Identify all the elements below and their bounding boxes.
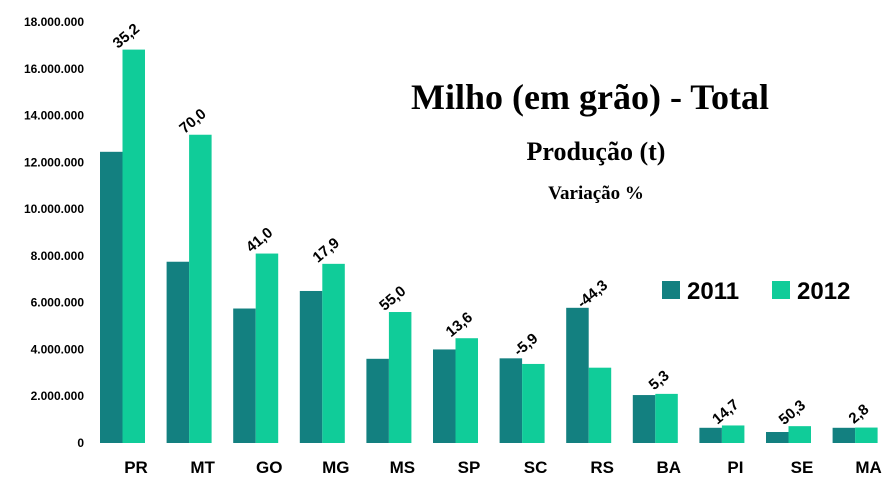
variation-label-se: 50,3 [776,397,809,429]
x-tick-label-sp: SP [458,458,481,477]
x-tick-label-se: SE [791,458,814,477]
bar-2012-ms [388,312,412,443]
y-tick-label: 2.000.000 [31,389,85,403]
y-tick-label: 16.000.000 [24,62,84,76]
bar-2011-pi [699,427,722,443]
chart-subtitle: Produção (t) [527,137,666,166]
y-tick-label: 6.000.000 [31,296,85,310]
variation-label-pr: 35,2 [110,20,143,52]
variation-label-ma: 2,8 [846,401,873,427]
y-tick-label: 12.000.000 [24,155,84,169]
legend-swatch-2012 [772,281,790,299]
y-tick-label: 10.000.000 [24,202,84,216]
x-tick-label-ma: MA [855,458,881,477]
variation-label-sp: 13,6 [443,309,476,341]
variation-label-mt: 70,0 [176,105,209,137]
x-tick-label-ba: BA [657,458,682,477]
bar-2011-pr [100,151,123,443]
chart-subtitle-variation: Variação % [548,183,644,204]
bar-2011-ma [832,427,856,443]
bar-2011-rs [566,307,589,443]
y-tick-label: 8.000.000 [31,249,85,263]
y-tick-label: 0 [77,436,84,450]
bar-2012-sc [522,363,545,443]
bar-2011-sp [433,349,456,443]
y-tick-label: 18.000.000 [24,15,84,29]
variation-label-ba: 5,3 [646,367,673,393]
bar-2012-rs [588,367,612,443]
chart-title: Milho (em grão) - Total [411,77,769,117]
bar-2011-go [233,308,256,443]
y-tick-label: 14.000.000 [24,109,84,123]
x-tick-label-pr: PR [124,458,148,477]
x-tick-label-sc: SC [524,458,548,477]
variation-label-ms: 55,0 [376,283,409,315]
bar-2011-ms [366,358,389,443]
variation-label-pi: 14,7 [709,396,742,428]
bar-2011-mg [299,290,323,443]
bar-2012-se [788,426,811,443]
bar-2012-sp [455,338,478,443]
bar-2012-mt [189,134,212,444]
variation-label-mg: 17,9 [310,234,343,266]
legend-label-2012: 2012 [797,278,850,305]
x-tick-label-go: GO [256,458,282,477]
bar-2012-go [255,253,279,443]
bars [100,49,878,444]
bar-2011-ba [632,395,656,443]
x-tick-label-ms: MS [390,458,416,477]
variation-label-rs: -44,3 [574,277,611,312]
bar-2012-ba [655,393,678,443]
bar-2012-mg [322,263,345,443]
bar-2012-pr [122,49,145,444]
bar-2011-se [766,432,789,443]
x-tick-label-mg: MG [322,458,349,477]
legend-label-2011: 2011 [687,278,739,305]
legend: 2011 2012 [662,278,850,305]
x-tick-label-rs: RS [590,458,614,477]
variation-label-sc: -5,9 [511,330,542,360]
x-axis: PR MT GO MG MS SP SC RS BA PI SE MA [124,458,882,477]
bar-2012-ma [855,427,878,443]
bar-2012-pi [721,425,745,443]
variation-label-go: 41,0 [243,224,276,256]
y-axis: 0 2.000.000 4.000.000 6.000.000 8.000.000 10.… [24,15,84,450]
legend-swatch-2011 [662,281,680,299]
x-tick-label-pi: PI [727,458,743,477]
x-tick-label-mt: MT [190,458,215,477]
y-tick-label: 4.000.000 [31,342,85,356]
bar-2011-sc [499,358,523,443]
bar-2011-mt [166,261,190,443]
